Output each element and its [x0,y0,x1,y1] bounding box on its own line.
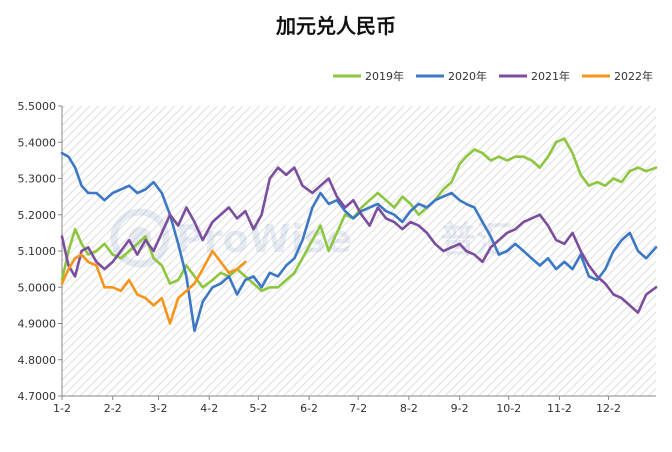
plot-area [62,106,656,396]
x-tick-label: 8-2 [400,402,418,415]
y-tick-label: 5.0000 [18,281,57,294]
series-line-2 [60,166,658,314]
legend-label-3: 2022年 [614,69,653,83]
y-tick-label: 5.4000 [18,136,57,149]
x-tick-label: 2-2 [104,402,122,415]
y-tick-label: 5.2000 [18,209,57,222]
x-tick-label: 4-2 [200,402,218,415]
x-tick-label: 3-2 [150,402,168,415]
series-line-3 [60,249,247,325]
x-tick-label: 10-2 [496,402,521,415]
y-tick-label: 4.8000 [18,354,57,367]
series-line-1 [60,151,658,333]
x-tick-label: 9-2 [451,402,469,415]
series-lines [60,137,658,333]
y-tick-label: 4.9000 [18,318,57,331]
x-tick-label: 5-2 [249,402,267,415]
x-axis: 1-2 2-2 3-2 4-2 5-2 6-2 7-2 8-2 9-2 10-2 11-2 12-2 [53,395,656,415]
watermark: ProWise 普汇 [110,208,512,268]
y-axis: 5.5000 5.4000 5.3000 5.2000 5.1000 5.0000 4.90… [18,100,63,403]
x-tick-label: 1-2 [53,402,71,415]
y-tick-label: 5.5000 [18,100,57,113]
series-line-0 [60,137,658,293]
x-tick-label: 11-2 [547,402,572,415]
watermark-text: ProWise [176,217,352,261]
y-tick-label: 4.7000 [18,390,57,403]
x-tick-label: 12-2 [596,402,621,415]
y-tick-label: 5.3000 [18,173,57,186]
legend-label-1: 2020年 [448,69,487,83]
legend-label-2: 2021年 [531,69,570,83]
chart-title: 加元兑人民币 [275,14,396,38]
legend-label-0: 2019年 [365,69,404,83]
watermark-logo-icon [110,208,170,268]
x-tick-label: 6-2 [300,402,318,415]
y-tick-label: 5.1000 [18,245,57,258]
legend: 2019年 2020年 2021年 2022年 [333,69,653,83]
x-tick-label: 7-2 [349,402,367,415]
